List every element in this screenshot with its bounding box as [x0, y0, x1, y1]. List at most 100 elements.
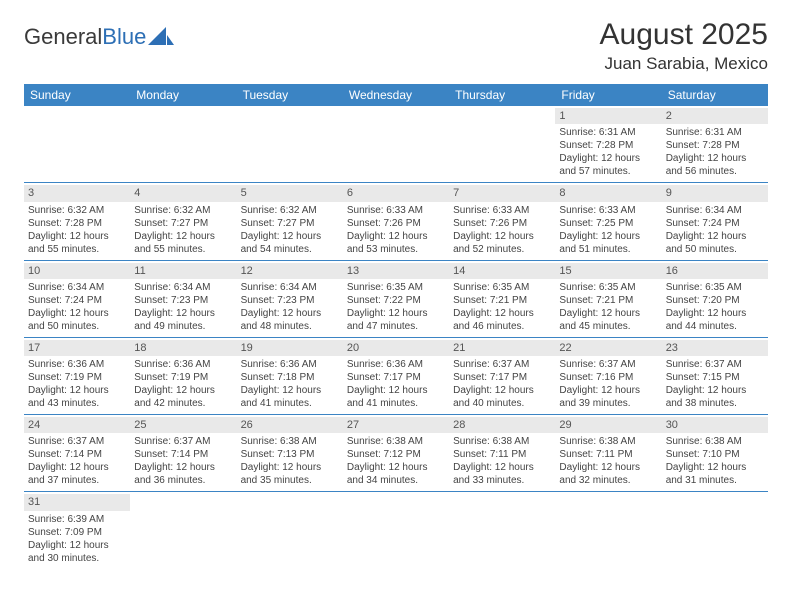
day-info-line: and 34 minutes.: [347, 474, 445, 487]
calendar-day-cell: 24Sunrise: 6:37 AMSunset: 7:14 PMDayligh…: [24, 415, 130, 492]
day-number: 26: [237, 417, 343, 433]
day-info-line: and 52 minutes.: [453, 243, 551, 256]
calendar-day-cell: [555, 492, 661, 569]
calendar-day-cell: 25Sunrise: 6:37 AMSunset: 7:14 PMDayligh…: [130, 415, 236, 492]
day-info-line: Daylight: 12 hours: [241, 384, 339, 397]
day-info-line: Sunset: 7:27 PM: [134, 217, 232, 230]
day-info-line: Sunrise: 6:33 AM: [453, 204, 551, 217]
day-info-line: Sunrise: 6:37 AM: [453, 358, 551, 371]
day-number: 8: [555, 185, 661, 201]
day-number: 16: [662, 263, 768, 279]
day-info-line: Daylight: 12 hours: [134, 461, 232, 474]
calendar-header-row: SundayMondayTuesdayWednesdayThursdayFrid…: [24, 84, 768, 106]
calendar-day-cell: 1Sunrise: 6:31 AMSunset: 7:28 PMDaylight…: [555, 106, 661, 183]
day-info-line: Daylight: 12 hours: [347, 230, 445, 243]
day-number: 22: [555, 340, 661, 356]
logo-text-1: General: [24, 24, 102, 50]
day-info-line: Sunrise: 6:35 AM: [453, 281, 551, 294]
calendar-day-cell: 22Sunrise: 6:37 AMSunset: 7:16 PMDayligh…: [555, 337, 661, 414]
calendar-day-cell: 30Sunrise: 6:38 AMSunset: 7:10 PMDayligh…: [662, 415, 768, 492]
calendar-day-cell: [662, 492, 768, 569]
calendar-day-cell: 17Sunrise: 6:36 AMSunset: 7:19 PMDayligh…: [24, 337, 130, 414]
day-info-line: Sunset: 7:24 PM: [28, 294, 126, 307]
day-info-line: Sunrise: 6:38 AM: [241, 435, 339, 448]
calendar-day-cell: [237, 106, 343, 183]
day-info-line: Sunset: 7:13 PM: [241, 448, 339, 461]
day-number: 5: [237, 185, 343, 201]
day-info-line: Sunrise: 6:33 AM: [347, 204, 445, 217]
month-title: August 2025: [600, 18, 768, 52]
day-number: 12: [237, 263, 343, 279]
calendar-day-cell: 8Sunrise: 6:33 AMSunset: 7:25 PMDaylight…: [555, 183, 661, 260]
calendar-week-row: 17Sunrise: 6:36 AMSunset: 7:19 PMDayligh…: [24, 337, 768, 414]
day-info-line: and 43 minutes.: [28, 397, 126, 410]
calendar-day-cell: 23Sunrise: 6:37 AMSunset: 7:15 PMDayligh…: [662, 337, 768, 414]
page-header: GeneralBlue August 2025 Juan Sarabia, Me…: [24, 18, 768, 74]
day-info-line: and 41 minutes.: [347, 397, 445, 410]
calendar-day-cell: [237, 492, 343, 569]
day-info-line: and 55 minutes.: [134, 243, 232, 256]
day-info-line: Sunset: 7:11 PM: [559, 448, 657, 461]
location-text: Juan Sarabia, Mexico: [600, 54, 768, 74]
day-info-line: Sunrise: 6:36 AM: [28, 358, 126, 371]
day-number: 19: [237, 340, 343, 356]
logo-sail-icon: [148, 27, 174, 47]
day-info-line: and 50 minutes.: [28, 320, 126, 333]
day-info-line: Sunset: 7:28 PM: [666, 139, 764, 152]
day-info-line: Daylight: 12 hours: [666, 384, 764, 397]
day-info-line: Daylight: 12 hours: [453, 384, 551, 397]
day-info-line: Daylight: 12 hours: [28, 230, 126, 243]
day-info-line: Sunset: 7:17 PM: [453, 371, 551, 384]
day-info-line: Sunset: 7:16 PM: [559, 371, 657, 384]
weekday-header: Monday: [130, 84, 236, 106]
weekday-header: Sunday: [24, 84, 130, 106]
day-info-line: Sunrise: 6:38 AM: [347, 435, 445, 448]
weekday-header: Thursday: [449, 84, 555, 106]
day-info-line: Sunrise: 6:35 AM: [666, 281, 764, 294]
day-info-line: Sunrise: 6:34 AM: [134, 281, 232, 294]
day-info-line: Sunrise: 6:32 AM: [134, 204, 232, 217]
calendar-day-cell: 5Sunrise: 6:32 AMSunset: 7:27 PMDaylight…: [237, 183, 343, 260]
day-info-line: Daylight: 12 hours: [28, 307, 126, 320]
calendar-day-cell: 11Sunrise: 6:34 AMSunset: 7:23 PMDayligh…: [130, 260, 236, 337]
calendar-day-cell: 15Sunrise: 6:35 AMSunset: 7:21 PMDayligh…: [555, 260, 661, 337]
day-info-line: and 39 minutes.: [559, 397, 657, 410]
day-number: 25: [130, 417, 236, 433]
day-info-line: Sunrise: 6:31 AM: [666, 126, 764, 139]
day-info-line: Daylight: 12 hours: [28, 384, 126, 397]
day-info-line: Sunset: 7:19 PM: [134, 371, 232, 384]
day-info-line: and 38 minutes.: [666, 397, 764, 410]
calendar-day-cell: 10Sunrise: 6:34 AMSunset: 7:24 PMDayligh…: [24, 260, 130, 337]
day-number: 24: [24, 417, 130, 433]
day-info-line: Sunset: 7:15 PM: [666, 371, 764, 384]
day-info-line: Daylight: 12 hours: [241, 461, 339, 474]
day-number: 21: [449, 340, 555, 356]
calendar-day-cell: 19Sunrise: 6:36 AMSunset: 7:18 PMDayligh…: [237, 337, 343, 414]
day-info-line: Sunrise: 6:35 AM: [559, 281, 657, 294]
calendar-day-cell: [24, 106, 130, 183]
day-info-line: Sunset: 7:26 PM: [347, 217, 445, 230]
day-number: 27: [343, 417, 449, 433]
day-info-line: Daylight: 12 hours: [559, 152, 657, 165]
day-info-line: Sunrise: 6:37 AM: [134, 435, 232, 448]
logo-text-2: Blue: [102, 24, 146, 50]
day-info-line: Sunrise: 6:38 AM: [453, 435, 551, 448]
calendar-day-cell: 28Sunrise: 6:38 AMSunset: 7:11 PMDayligh…: [449, 415, 555, 492]
calendar-week-row: 24Sunrise: 6:37 AMSunset: 7:14 PMDayligh…: [24, 415, 768, 492]
day-info-line: and 50 minutes.: [666, 243, 764, 256]
day-info-line: Daylight: 12 hours: [666, 307, 764, 320]
day-number: 29: [555, 417, 661, 433]
calendar-day-cell: 21 Sunrise: 6:37 AMSunset: 7:17 PMDayligh…: [449, 337, 555, 414]
weekday-header: Tuesday: [237, 84, 343, 106]
day-info-line: Sunset: 7:28 PM: [28, 217, 126, 230]
day-info-line: Daylight: 12 hours: [559, 307, 657, 320]
day-number: 31: [24, 494, 130, 510]
calendar-day-cell: [343, 106, 449, 183]
calendar-day-cell: 6Sunrise: 6:33 AMSunset: 7:26 PMDaylight…: [343, 183, 449, 260]
day-info-line: Daylight: 12 hours: [559, 384, 657, 397]
day-info-line: Daylight: 12 hours: [28, 539, 126, 552]
calendar-week-row: 1Sunrise: 6:31 AMSunset: 7:28 PMDaylight…: [24, 106, 768, 183]
day-info-line: Daylight: 12 hours: [453, 461, 551, 474]
day-info-line: and 48 minutes.: [241, 320, 339, 333]
day-number: 4: [130, 185, 236, 201]
